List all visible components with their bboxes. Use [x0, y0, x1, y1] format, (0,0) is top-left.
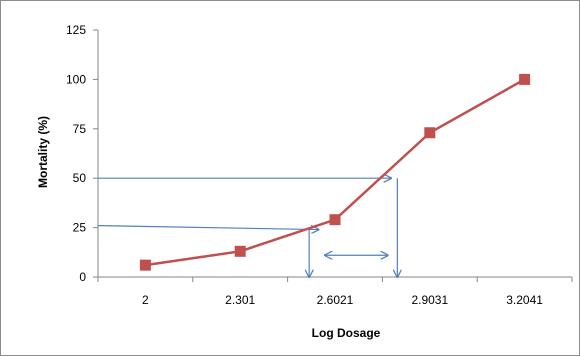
y-tick-label: 125 [66, 23, 86, 37]
y-tick-label: 100 [66, 72, 86, 86]
x-tick-label: 2.9031 [411, 293, 448, 307]
y-tick-label: 0 [79, 270, 86, 284]
y-axis-title: Mortality (%) [36, 116, 50, 188]
series-polyline [145, 78, 526, 267]
y-tick-label: 25 [73, 221, 87, 235]
x-tick-labels: 2 2.301 2.6021 2.9031 3.2041 [142, 293, 543, 307]
series-markers [139, 73, 531, 271]
data-point-marker [234, 245, 246, 257]
x-tick-label: 2.301 [225, 293, 255, 307]
data-point-marker [329, 214, 341, 226]
axes [93, 29, 573, 282]
data-point-marker [519, 73, 531, 85]
x-tick-label: 3.2041 [506, 293, 543, 307]
y-tick-labels: 0 25 50 75 100 125 [66, 23, 86, 284]
x-tick-label: 2 [142, 293, 149, 307]
series-line [145, 78, 526, 267]
annotation-arrows [97, 178, 397, 277]
data-point-marker [139, 259, 151, 271]
y-tick-label: 50 [73, 171, 87, 185]
annotation-arrow-horizontal [97, 225, 319, 230]
y-tick-label: 75 [73, 122, 87, 136]
x-axis-title: Log Dosage [312, 326, 381, 340]
data-point-marker [424, 127, 436, 139]
x-tick-label: 2.6021 [317, 293, 354, 307]
